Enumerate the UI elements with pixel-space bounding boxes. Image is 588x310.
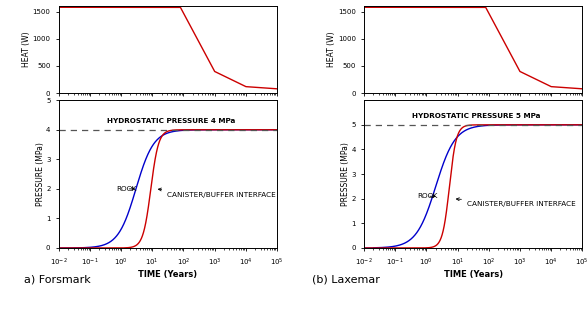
X-axis label: TIME (Years): TIME (Years): [138, 270, 198, 279]
Y-axis label: PRESSURE (MPa): PRESSURE (MPa): [36, 142, 45, 206]
Y-axis label: HEAT (W): HEAT (W): [22, 32, 31, 68]
Y-axis label: HEAT (W): HEAT (W): [328, 32, 336, 68]
Text: HYDROSTATIC PRESSURE 4 MPa: HYDROSTATIC PRESSURE 4 MPa: [107, 118, 235, 124]
Text: CANISTER/BUFFER INTERFACE: CANISTER/BUFFER INTERFACE: [456, 198, 576, 207]
Text: CANISTER/BUFFER INTERFACE: CANISTER/BUFFER INTERFACE: [158, 188, 276, 198]
Text: (b) Laxemar: (b) Laxemar: [312, 274, 379, 284]
Text: a) Forsmark: a) Forsmark: [24, 274, 91, 284]
Text: ROCK: ROCK: [417, 193, 437, 199]
X-axis label: TIME (Years): TIME (Years): [443, 270, 503, 279]
Text: ROCK: ROCK: [116, 186, 136, 192]
Text: HYDROSTATIC PRESSURE 5 MPa: HYDROSTATIC PRESSURE 5 MPa: [412, 113, 540, 119]
Y-axis label: PRESSURE (MPa): PRESSURE (MPa): [341, 142, 350, 206]
